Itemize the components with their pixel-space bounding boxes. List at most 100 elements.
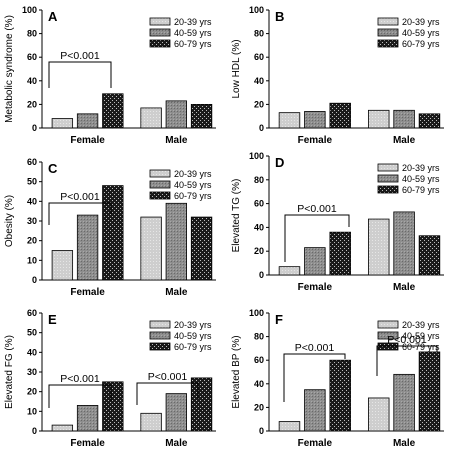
- bar-female-2: [76, 113, 99, 129]
- y-tick-label: 40: [27, 347, 37, 357]
- bar-male-3: [190, 377, 213, 432]
- y-tick-label: 20: [27, 236, 37, 246]
- panel-c: 0 10 20 30 40 50 60 Obesity (%) C Female Male 20-39…: [4, 157, 216, 298]
- panel-f: 0 20 40 60 80 100 Elevated BP (%) F Female Male 20…: [231, 308, 444, 449]
- y-axis-label: Metabolic syndrome (%): [4, 15, 15, 123]
- bar-female-2: [76, 405, 99, 432]
- y-tick-label: 80: [254, 332, 264, 342]
- y-tick-label: 0: [32, 275, 37, 285]
- legend-label: 60-79 yrs: [402, 342, 440, 352]
- y-axis-label: Elevated BP (%): [231, 335, 242, 408]
- category-label: Female: [298, 282, 333, 293]
- y-axis-label: Elevated FG (%): [4, 335, 15, 409]
- panel-title: E: [48, 312, 57, 327]
- bar-male-3: [418, 235, 441, 276]
- significance-bracket: [376, 345, 438, 376]
- p-value-label: P<0.001: [387, 334, 427, 346]
- legend-swatch: [377, 174, 399, 183]
- bar-male-2: [165, 202, 187, 281]
- bar-female-2: [304, 247, 326, 276]
- y-tick-label: 40: [27, 196, 37, 206]
- y-tick-label: 60: [254, 355, 264, 365]
- y-axis-label: Low HDL (%): [231, 39, 242, 98]
- legend-label: 60-79 yrs: [402, 185, 440, 195]
- legend-label: 40-59 yrs: [402, 174, 440, 184]
- bar-male-2: [165, 100, 187, 129]
- bar-female-3: [102, 93, 124, 129]
- legend-label: 40-59 yrs: [402, 331, 440, 341]
- panel-a: 0 20 40 60 80 100 Metabolic syndrome (%) A Femal…: [4, 5, 216, 146]
- y-tick-label: 100: [249, 308, 264, 318]
- legend-swatch: [377, 39, 399, 48]
- category-label: Male: [165, 287, 188, 298]
- legend-swatch: [149, 342, 171, 351]
- category-label: Female: [70, 287, 105, 298]
- category-label: Female: [70, 438, 105, 449]
- legend-label: 40-59 yrs: [174, 331, 212, 341]
- category-label: Male: [393, 135, 416, 146]
- bar-female-1: [278, 421, 301, 432]
- y-tick-label: 20: [254, 402, 264, 412]
- legend-swatch: [149, 320, 171, 329]
- bar-female-1: [51, 250, 74, 281]
- legend-swatch: [377, 185, 399, 194]
- legend-label: 20-39 yrs: [174, 320, 212, 330]
- bar-male-2: [393, 109, 415, 129]
- bar-male-1: [140, 412, 162, 432]
- panel-title: A: [48, 9, 58, 24]
- y-tick-label: 100: [249, 151, 264, 161]
- significance-bracket: [48, 384, 112, 408]
- legend-swatch: [149, 17, 171, 26]
- bar-male-1: [140, 107, 162, 129]
- bar-male-3: [190, 104, 213, 129]
- legend-label: 40-59 yrs: [402, 28, 440, 38]
- legend-swatch: [149, 191, 171, 200]
- bar-male-1: [367, 218, 390, 276]
- bar-female-2: [304, 389, 326, 432]
- y-axis-label: Elevated TG (%): [231, 179, 242, 253]
- legend-label: 20-39 yrs: [402, 320, 440, 330]
- category-label: Female: [298, 135, 333, 146]
- legend-label: 40-59 yrs: [174, 28, 212, 38]
- legend-label: 40-59 yrs: [174, 180, 212, 190]
- y-tick-label: 0: [32, 426, 37, 436]
- significance-bracket: [284, 214, 350, 262]
- bar-female-1: [51, 118, 74, 129]
- bar-male-3: [190, 216, 213, 281]
- y-tick-label: 0: [259, 426, 264, 436]
- bar-female-3: [329, 359, 351, 432]
- y-tick-label: 60: [27, 308, 37, 318]
- bar-male-1: [367, 397, 390, 432]
- significance-bracket: [283, 353, 346, 402]
- significance-bracket: [48, 202, 112, 225]
- category-label: Male: [165, 438, 188, 449]
- legend-label: 20-39 yrs: [402, 17, 440, 27]
- y-tick-label: 30: [27, 216, 37, 226]
- bar-male-2: [393, 373, 415, 432]
- category-label: Female: [70, 135, 105, 146]
- bar-male-2: [393, 211, 415, 276]
- bar-male-3: [418, 351, 441, 432]
- y-tick-label: 40: [27, 76, 37, 86]
- y-tick-label: 80: [254, 175, 264, 185]
- y-tick-label: 100: [22, 5, 37, 15]
- panel-e: 0 10 20 30 40 50 60 Elevated FG (%) E Female Male 2…: [4, 308, 216, 449]
- legend-label: 60-79 yrs: [174, 39, 212, 49]
- bar-female-2: [76, 214, 99, 281]
- y-tick-label: 0: [259, 270, 264, 280]
- p-value-label: P<0.001: [297, 203, 337, 215]
- bar-male-2: [165, 393, 187, 432]
- legend-swatch: [377, 331, 399, 340]
- y-tick-label: 10: [27, 255, 37, 265]
- y-tick-label: 40: [254, 379, 264, 389]
- significance-bracket: [136, 382, 199, 405]
- bar-female-3: [329, 102, 351, 129]
- y-tick-label: 50: [27, 328, 37, 338]
- bar-male-3: [418, 113, 441, 129]
- y-tick-label: 40: [254, 222, 264, 232]
- legend-swatch: [377, 163, 399, 172]
- p-value-label: P<0.001: [148, 371, 188, 383]
- bar-female-2: [304, 111, 326, 129]
- legend-swatch: [377, 17, 399, 26]
- y-tick-label: 0: [32, 123, 37, 133]
